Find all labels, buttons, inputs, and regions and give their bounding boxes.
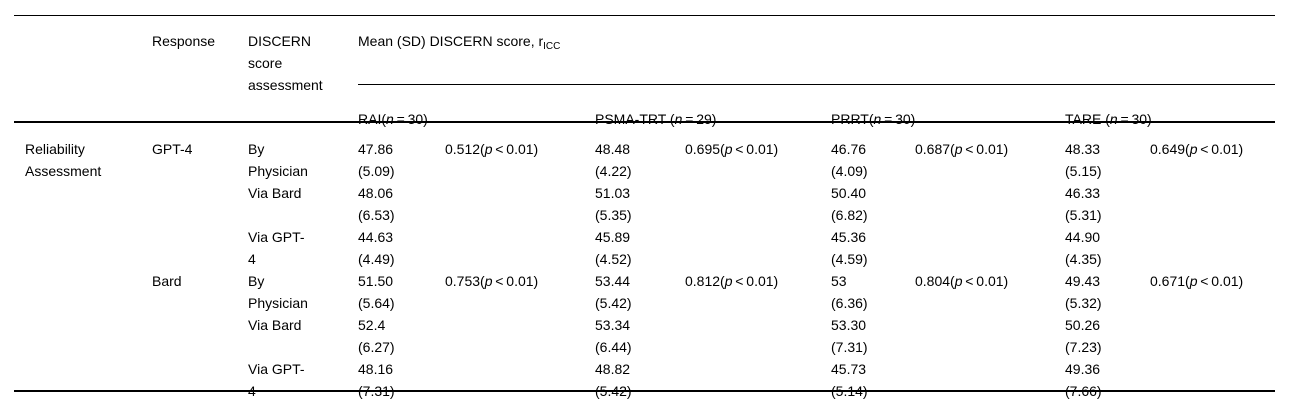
cell-assessment: Via Bard (248, 317, 302, 333)
group-header-psma-trt: PSMA-TRT (n = 29) (595, 111, 717, 127)
table-rule-header-bottom (14, 121, 1275, 124)
cell-section (14, 226, 152, 270)
cell-response: GPT-4 (152, 141, 193, 157)
cell-icc-prrt (915, 358, 1065, 402)
cell-icc-rai: 0.512(p < 0.01) (445, 141, 539, 157)
table-row: Via Bard 52.4 (6.27) 53.34 (6.44) 53.30 (7.… (14, 314, 1275, 358)
col-header-assessment: DISCERN score assessment (248, 33, 323, 93)
cell-icc-prrt (915, 182, 1065, 226)
cell-response (152, 226, 248, 270)
table-rule-bottom (14, 390, 1275, 392)
cell-mean-sd-psma-trt: 53.44 (5.42) (595, 273, 632, 311)
cell-response: Bard (152, 273, 182, 289)
cell-icc-tare: 0.671(p < 0.01) (1150, 273, 1244, 289)
cell-mean-sd-prrt: 53.30 (7.31) (831, 317, 868, 355)
header-spacer-cell (14, 96, 152, 133)
cell-mean-sd-rai: 51.50 (5.64) (358, 273, 395, 311)
table-row: Bard By Physician 51.50 (5.64) 0.753(p < 0… (14, 270, 1275, 314)
cell-mean-sd-prrt: 53 (6.36) (831, 273, 868, 311)
cell-mean-sd-psma-trt: 45.89 (4.52) (595, 229, 632, 267)
cell-mean-sd-prrt: 50.40 (6.82) (831, 185, 868, 223)
group-header-rai: RAI(n = 30) (358, 111, 428, 127)
cell-mean-sd-tare: 44.90 (4.35) (1065, 229, 1102, 267)
table-rule-top (14, 15, 1275, 17)
group-header-prrt: PRRT(n = 30) (831, 111, 916, 127)
header-spacer-cell (248, 96, 358, 133)
cell-mean-sd-prrt: 45.73 (5.14) (831, 361, 868, 399)
cell-response (152, 358, 248, 402)
cell-assessment: Via GPT- 4 (248, 229, 305, 267)
cell-response (152, 314, 248, 358)
cell-mean-sd-psma-trt: 48.82 (5.42) (595, 361, 632, 399)
cell-mean-sd-rai: 47.86 (5.09) (358, 141, 395, 179)
cell-section: Reliability Assessment (25, 141, 102, 179)
cell-response (152, 182, 248, 226)
cell-icc-psma-trt: 0.812(p < 0.01) (685, 273, 779, 289)
cell-mean-sd-prrt: 46.76 (4.09) (831, 141, 868, 179)
table-row: Reliability Assessment GPT-4 By Physician … (14, 133, 1275, 182)
cell-mean-sd-tare: 49.36 (7.66) (1065, 361, 1102, 399)
cell-mean-sd-rai: 48.16 (7.31) (358, 361, 395, 399)
cell-mean-sd-rai: 44.63 (4.49) (358, 229, 395, 267)
cell-mean-sd-rai: 48.06 (6.53) (358, 185, 395, 223)
cell-icc-tare: 0.649(p < 0.01) (1150, 141, 1244, 157)
discern-reliability-table: Response DISCERN score assessment Mean (SD… (14, 17, 1275, 402)
cell-section (14, 270, 152, 314)
col-header-response: Response (152, 33, 216, 49)
group-header-tare: TARE (n = 30) (1065, 111, 1152, 127)
span-header-mean-sd-icc: Mean (SD) DISCERN score, rICC (358, 33, 561, 52)
table-rule-under-span-header (358, 84, 1275, 86)
cell-section (14, 182, 152, 226)
cell-icc-rai (445, 358, 595, 402)
table-row: Via GPT- 4 44.63 (4.49) 45.89 (4.52) 45.36(… (14, 226, 1275, 270)
cell-icc-prrt: 0.804(p < 0.01) (915, 273, 1009, 289)
cell-mean-sd-rai: 52.4 (6.27) (358, 317, 395, 355)
cell-mean-sd-tare: 46.33 (5.31) (1065, 185, 1102, 223)
header-spacer-cell (14, 17, 152, 96)
cell-icc-tare (1150, 314, 1275, 358)
cell-section (14, 314, 152, 358)
cell-icc-prrt: 0.687(p < 0.01) (915, 141, 1009, 157)
header-row-groups: RAI(n = 30) PSMA-TRT (n = 29) PRRT(n = 3… (14, 96, 1275, 133)
cell-icc-psma-trt (685, 226, 831, 270)
header-spacer-cell (152, 96, 248, 133)
cell-icc-psma-trt: 0.695(p < 0.01) (685, 141, 779, 157)
cell-assessment: Via Bard (248, 185, 302, 201)
table-row: Via GPT- 4 48.16 (7.31) 48.82 (5.42) 45.73(… (14, 358, 1275, 402)
cell-icc-psma-trt (685, 358, 831, 402)
cell-mean-sd-prrt: 45.36 (4.59) (831, 229, 868, 267)
cell-mean-sd-tare: 48.33 (5.15) (1065, 141, 1102, 179)
cell-assessment: Via GPT- 4 (248, 361, 305, 399)
cell-icc-rai: 0.753(p < 0.01) (445, 273, 539, 289)
cell-icc-rai (445, 226, 595, 270)
header-row-top: Response DISCERN score assessment Mean (SD… (14, 17, 1275, 96)
cell-section (14, 358, 152, 402)
cell-icc-psma-trt (685, 182, 831, 226)
cell-icc-psma-trt (685, 314, 831, 358)
cell-assessment: By Physician (248, 273, 308, 311)
cell-icc-prrt (915, 226, 1065, 270)
cell-icc-rai (445, 314, 595, 358)
cell-icc-tare (1150, 358, 1275, 402)
cell-mean-sd-tare: 49.43 (5.32) (1065, 273, 1102, 311)
cell-icc-prrt (915, 314, 1065, 358)
table-row: Via Bard 48.06 (6.53) 51.03 (5.35) 50.40 (6… (14, 182, 1275, 226)
cell-mean-sd-psma-trt: 48.48 (4.22) (595, 141, 632, 179)
cell-icc-rai (445, 182, 595, 226)
cell-assessment: By Physician (248, 141, 308, 179)
cell-mean-sd-psma-trt: 53.34 (6.44) (595, 317, 632, 355)
cell-icc-tare (1150, 226, 1275, 270)
cell-mean-sd-tare: 50.26 (7.23) (1065, 317, 1102, 355)
cell-icc-tare (1150, 182, 1275, 226)
cell-mean-sd-psma-trt: 51.03 (5.35) (595, 185, 632, 223)
